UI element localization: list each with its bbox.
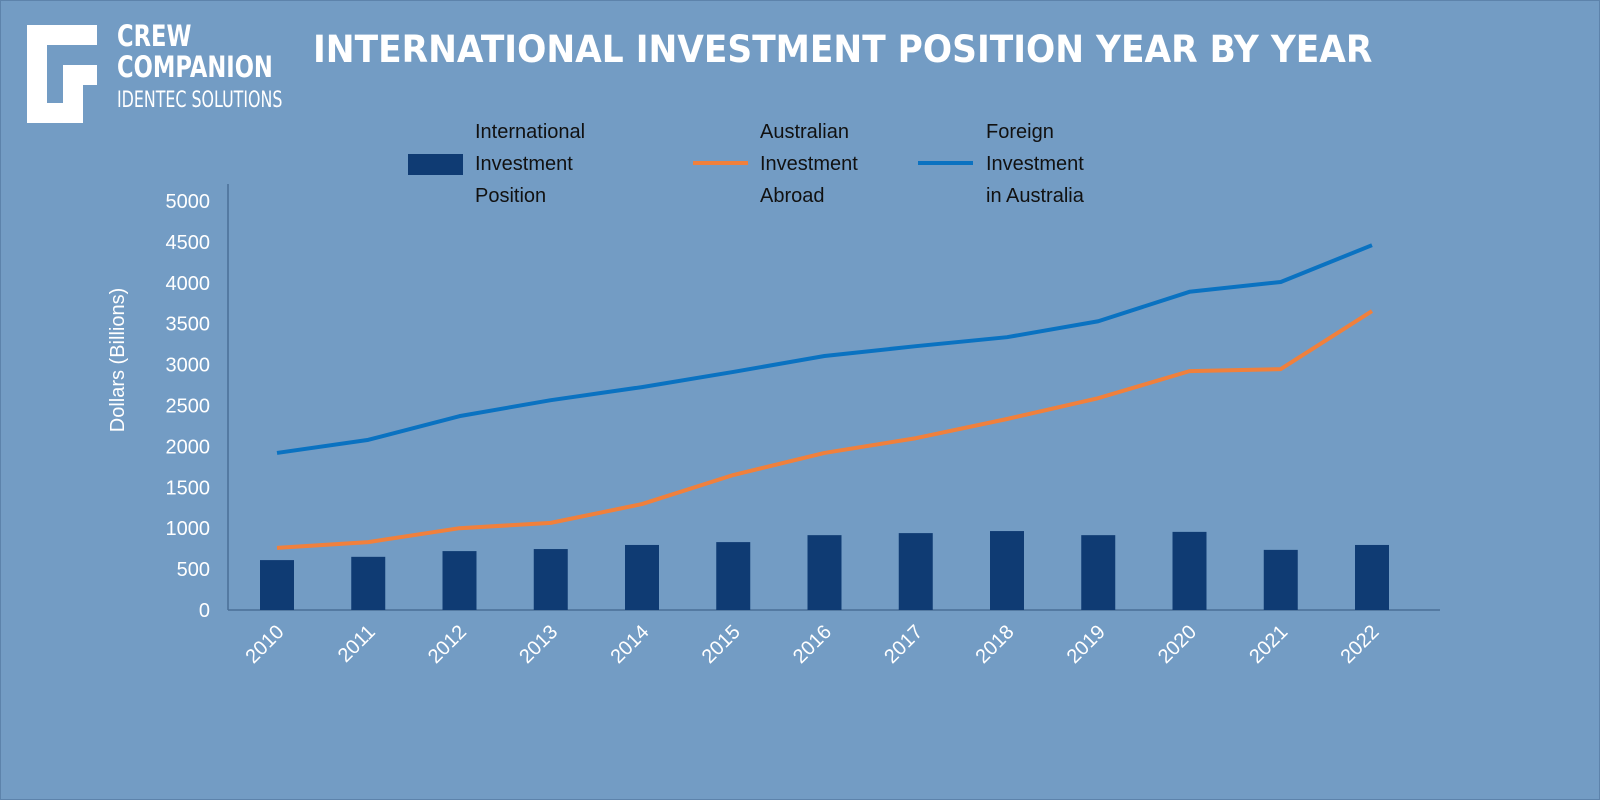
y-tick-label: 2500 bbox=[166, 396, 211, 418]
legend-line: Australian bbox=[760, 121, 849, 143]
bar-2010 bbox=[260, 560, 294, 610]
bar-2018 bbox=[990, 531, 1024, 610]
bar-2017 bbox=[898, 533, 933, 610]
logo-line3: IDENTEC SOLUTIONS bbox=[117, 88, 283, 113]
bar-2014 bbox=[625, 544, 659, 610]
y-tick-label: 2000 bbox=[166, 436, 211, 458]
bar-2022 bbox=[1355, 544, 1389, 610]
x-tick-label: 2011 bbox=[334, 621, 380, 667]
legend-line: in Australia bbox=[986, 185, 1084, 207]
logo-line1: CREW bbox=[117, 19, 192, 53]
y-tick-label: 4500 bbox=[166, 232, 211, 254]
bar-2020 bbox=[1172, 531, 1207, 610]
legend-label-abroad: Australian Investment Abroad bbox=[760, 116, 858, 212]
bar-2021 bbox=[1263, 549, 1298, 610]
line-series-2 bbox=[276, 243, 1373, 455]
line-series-1 bbox=[276, 309, 1374, 550]
x-tick-label: 2014 bbox=[607, 621, 654, 668]
bar-2015 bbox=[716, 542, 751, 610]
y-axis-label: Dollars (Billions) bbox=[107, 288, 129, 432]
x-tick-label: 2019 bbox=[1063, 621, 1110, 668]
legend-line: Investment bbox=[760, 153, 858, 175]
legend-swatch-bar bbox=[408, 154, 463, 175]
y-tick-label: 5000 bbox=[166, 191, 211, 213]
y-tick-label: 500 bbox=[177, 559, 210, 581]
bar-2011 bbox=[351, 556, 386, 610]
legend-swatch-orange bbox=[693, 161, 748, 165]
x-tick-label: 2013 bbox=[515, 621, 562, 668]
x-tick-label: 2017 bbox=[880, 621, 927, 668]
legend-line: Abroad bbox=[760, 185, 825, 207]
x-tick-label: 2020 bbox=[1154, 621, 1201, 668]
x-tick-label: 2012 bbox=[424, 621, 471, 668]
bar-2016 bbox=[807, 535, 842, 610]
bar-2012 bbox=[442, 551, 477, 610]
x-tick-label: 2010 bbox=[242, 621, 289, 668]
logo-text: CREW COMPANION IDENTEC SOLUTIONS bbox=[117, 22, 347, 112]
chart-title: INTERNATIONAL INVESTMENT POSITION YEAR B… bbox=[313, 28, 1373, 71]
x-tick-label: 2016 bbox=[789, 621, 836, 668]
legend-line: International bbox=[475, 121, 586, 143]
crew-companion-logo-icon bbox=[27, 25, 97, 123]
legend-line: Foreign bbox=[986, 121, 1054, 143]
y-tick-label: 3000 bbox=[166, 355, 211, 377]
x-tick-label: 2018 bbox=[972, 621, 1019, 668]
logo-line2: COMPANION bbox=[117, 50, 273, 84]
x-tick-label: 2015 bbox=[698, 621, 745, 668]
y-tick-label: 4000 bbox=[166, 273, 211, 295]
legend-label-iip: International Investment Position bbox=[475, 116, 585, 212]
x-tick-label: 2021 bbox=[1245, 621, 1292, 668]
legend-line: Position bbox=[475, 185, 547, 207]
y-tick-label: 3500 bbox=[166, 314, 211, 336]
legend-line: Investment bbox=[986, 153, 1084, 175]
bar-2013 bbox=[533, 549, 568, 610]
legend-swatch-blue bbox=[918, 161, 973, 165]
y-tick-label: 1000 bbox=[166, 518, 211, 540]
x-tick-label: 2022 bbox=[1337, 621, 1384, 668]
y-tick-label: 1500 bbox=[166, 477, 211, 499]
bar-2019 bbox=[1081, 535, 1116, 610]
y-tick-label: 0 bbox=[199, 600, 210, 622]
legend-label-foreign: Foreign Investment in Australia bbox=[986, 116, 1084, 212]
legend-line: Investment bbox=[475, 153, 573, 175]
